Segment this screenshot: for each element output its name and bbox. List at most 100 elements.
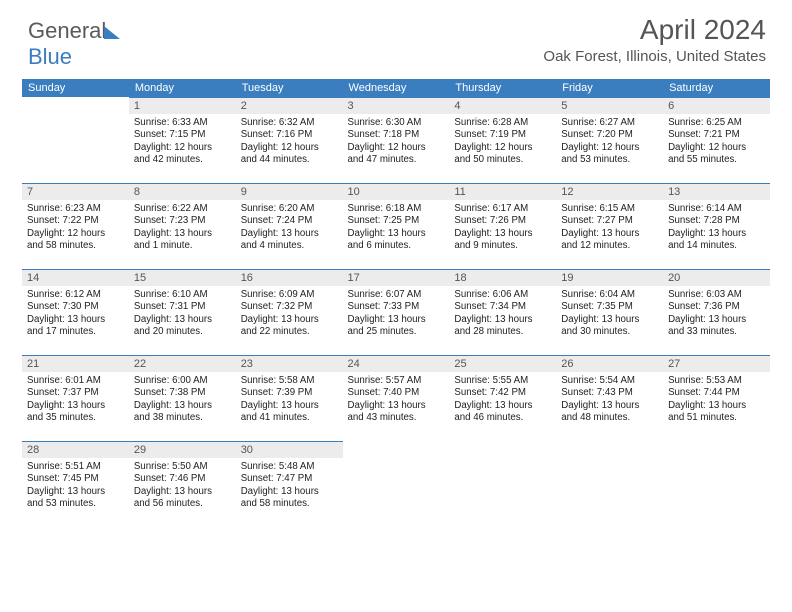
daylight-text-2: and 4 minutes.: [241, 240, 338, 252]
sunrise-text: Sunrise: 5:53 AM: [668, 375, 765, 387]
daylight-text-2: and 28 minutes.: [454, 326, 551, 338]
day-cell: 10 Sunrise: 6:18 AMSunset: 7:25 PMDayligh…: [343, 183, 450, 269]
page-title: April 2024: [26, 14, 766, 46]
day-number: 18: [449, 269, 556, 286]
sunrise-text: Sunrise: 6:17 AM: [454, 203, 551, 215]
day-number: 12: [556, 183, 663, 200]
day-number: 7: [22, 183, 129, 200]
daylight-text-2: and 42 minutes.: [134, 154, 231, 166]
day-cell: 26Sunrise: 5:54 AMSunset: 7:43 PMDayligh…: [556, 355, 663, 441]
sunrise-text: Sunrise: 5:51 AM: [27, 461, 124, 473]
day-number: 28: [22, 441, 129, 458]
sunset-text: Sunset: 7:27 PM: [561, 215, 658, 227]
daylight-text-1: Daylight: 12 hours: [454, 142, 551, 154]
sunset-text: Sunset: 7:15 PM: [134, 129, 231, 141]
daylight-text-1: Daylight: 13 hours: [668, 314, 765, 326]
day-entry: Sunrise: 6:01 AMSunset: 7:37 PMDaylight:…: [22, 372, 129, 427]
day-number: 22: [129, 355, 236, 372]
day-cell: 13Sunrise: 6:14 AMSunset: 7:28 PMDayligh…: [663, 183, 770, 269]
daylight-text-1: Daylight: 13 hours: [241, 400, 338, 412]
daylight-text-2: and 9 minutes.: [454, 240, 551, 252]
day-number: 10: [343, 183, 450, 200]
day-cell: 22Sunrise: 6:00 AMSunset: 7:38 PMDayligh…: [129, 355, 236, 441]
day-number: 29: [129, 441, 236, 458]
day-cell: 12Sunrise: 6:15 AMSunset: 7:27 PMDayligh…: [556, 183, 663, 269]
sunrise-text: Sunrise: 6:32 AM: [241, 117, 338, 129]
day-entry: Sunrise: 6:12 AMSunset: 7:30 PMDaylight:…: [22, 286, 129, 341]
daylight-text-1: Daylight: 12 hours: [241, 142, 338, 154]
logo-sail-icon: [104, 26, 120, 39]
sunset-text: Sunset: 7:30 PM: [27, 301, 124, 313]
daylight-text-2: and 56 minutes.: [134, 498, 231, 510]
sunrise-text: Sunrise: 6:25 AM: [668, 117, 765, 129]
day-cell: 16Sunrise: 6:09 AMSunset: 7:32 PMDayligh…: [236, 269, 343, 355]
sunrise-text: Sunrise: 6:18 AM: [348, 203, 445, 215]
sunrise-text: Sunrise: 5:54 AM: [561, 375, 658, 387]
day-cell: 20Sunrise: 6:03 AMSunset: 7:36 PMDayligh…: [663, 269, 770, 355]
day-entry: Sunrise: 5:48 AMSunset: 7:47 PMDaylight:…: [236, 458, 343, 513]
day-number: 25: [449, 355, 556, 372]
day-header: Monday: [129, 79, 236, 97]
sunrise-text: Sunrise: 6:07 AM: [348, 289, 445, 301]
day-entry: Sunrise: 5:51 AMSunset: 7:45 PMDaylight:…: [22, 458, 129, 513]
day-entry: Sunrise: 5:57 AMSunset: 7:40 PMDaylight:…: [343, 372, 450, 427]
day-header: Wednesday: [343, 79, 450, 97]
daylight-text-1: Daylight: 13 hours: [561, 228, 658, 240]
daylight-text-1: Daylight: 13 hours: [134, 314, 231, 326]
day-cell: 1Sunrise: 6:33 AMSunset: 7:15 PMDaylight…: [129, 97, 236, 183]
sunrise-text: Sunrise: 6:28 AM: [454, 117, 551, 129]
day-cell: 5Sunrise: 6:27 AMSunset: 7:20 PMDaylight…: [556, 97, 663, 183]
day-number: 27: [663, 355, 770, 372]
daylight-text-2: and 43 minutes.: [348, 412, 445, 424]
day-number: 9: [236, 183, 343, 200]
sunset-text: Sunset: 7:31 PM: [134, 301, 231, 313]
daylight-text-2: and 35 minutes.: [27, 412, 124, 424]
daylight-text-2: and 6 minutes.: [348, 240, 445, 252]
daylight-text-2: and 41 minutes.: [241, 412, 338, 424]
logo-text-1: General: [28, 18, 106, 43]
day-number: 15: [129, 269, 236, 286]
day-number: 14: [22, 269, 129, 286]
sunrise-text: Sunrise: 6:14 AM: [668, 203, 765, 215]
sunrise-text: Sunrise: 5:57 AM: [348, 375, 445, 387]
daylight-text-2: and 25 minutes.: [348, 326, 445, 338]
daylight-text-1: Daylight: 13 hours: [348, 228, 445, 240]
day-header: Saturday: [663, 79, 770, 97]
day-entry: Sunrise: 6:03 AMSunset: 7:36 PMDaylight:…: [663, 286, 770, 341]
sunrise-text: Sunrise: 5:58 AM: [241, 375, 338, 387]
day-cell: 15Sunrise: 6:10 AMSunset: 7:31 PMDayligh…: [129, 269, 236, 355]
daylight-text-2: and 44 minutes.: [241, 154, 338, 166]
daylight-text-1: Daylight: 13 hours: [134, 486, 231, 498]
sunrise-text: Sunrise: 5:50 AM: [134, 461, 231, 473]
empty-cell: [343, 441, 450, 527]
empty-cell: [22, 97, 129, 183]
day-entry: Sunrise: 6:17 AMSunset: 7:26 PMDaylight:…: [449, 200, 556, 255]
sunset-text: Sunset: 7:32 PM: [241, 301, 338, 313]
daylight-text-1: Daylight: 13 hours: [561, 400, 658, 412]
day-number: 5: [556, 97, 663, 114]
day-cell: 30Sunrise: 5:48 AMSunset: 7:47 PMDayligh…: [236, 441, 343, 527]
day-cell: 2Sunrise: 6:32 AMSunset: 7:16 PMDaylight…: [236, 97, 343, 183]
day-entry: Sunrise: 6:00 AMSunset: 7:38 PMDaylight:…: [129, 372, 236, 427]
day-number: 23: [236, 355, 343, 372]
day-entry: Sunrise: 6:15 AMSunset: 7:27 PMDaylight:…: [556, 200, 663, 255]
day-number: 16: [236, 269, 343, 286]
empty-cell: [556, 441, 663, 527]
day-header: Friday: [556, 79, 663, 97]
day-entry: Sunrise: 6:10 AMSunset: 7:31 PMDaylight:…: [129, 286, 236, 341]
day-cell: 6Sunrise: 6:25 AMSunset: 7:21 PMDaylight…: [663, 97, 770, 183]
daylight-text-2: and 12 minutes.: [561, 240, 658, 252]
day-number: 30: [236, 441, 343, 458]
day-cell: 9Sunrise: 6:20 AMSunset: 7:24 PMDaylight…: [236, 183, 343, 269]
day-number: 17: [343, 269, 450, 286]
daylight-text-1: Daylight: 13 hours: [241, 486, 338, 498]
daylight-text-2: and 46 minutes.: [454, 412, 551, 424]
sunset-text: Sunset: 7:25 PM: [348, 215, 445, 227]
logo-text-2: Blue: [28, 44, 72, 69]
sunset-text: Sunset: 7:26 PM: [454, 215, 551, 227]
day-entry: Sunrise: 6:06 AMSunset: 7:34 PMDaylight:…: [449, 286, 556, 341]
sunrise-text: Sunrise: 6:23 AM: [27, 203, 124, 215]
day-cell: 23Sunrise: 5:58 AMSunset: 7:39 PMDayligh…: [236, 355, 343, 441]
day-cell: 18Sunrise: 6:06 AMSunset: 7:34 PMDayligh…: [449, 269, 556, 355]
daylight-text-1: Daylight: 13 hours: [668, 400, 765, 412]
